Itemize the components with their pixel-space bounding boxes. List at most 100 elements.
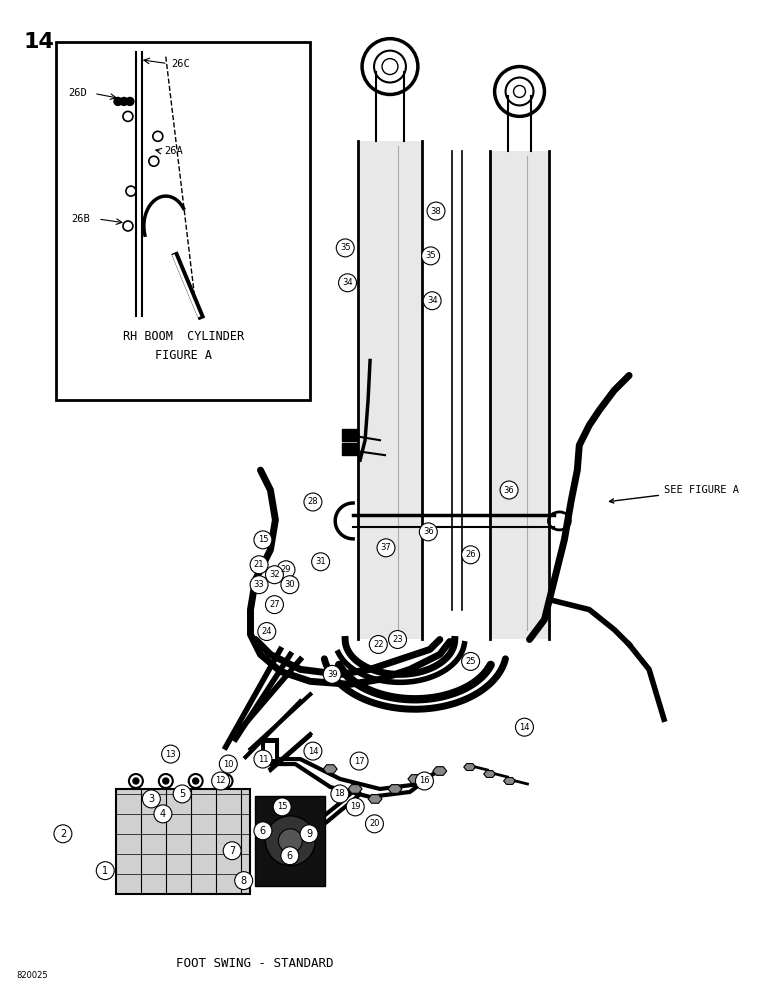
Text: 34: 34 xyxy=(427,296,438,305)
Text: 24: 24 xyxy=(262,627,272,636)
Circle shape xyxy=(163,778,169,784)
Circle shape xyxy=(339,274,357,292)
Text: 26D: 26D xyxy=(68,88,87,98)
Circle shape xyxy=(133,778,139,784)
Text: 6: 6 xyxy=(286,851,293,861)
Circle shape xyxy=(312,553,330,571)
Text: 27: 27 xyxy=(269,600,279,609)
Text: 33: 33 xyxy=(254,580,265,589)
Text: RH BOOM  CYLINDER: RH BOOM CYLINDER xyxy=(123,330,244,343)
Text: 23: 23 xyxy=(392,635,403,644)
Text: 4: 4 xyxy=(160,809,166,819)
Circle shape xyxy=(254,531,272,549)
Circle shape xyxy=(250,576,268,594)
Bar xyxy=(256,796,325,886)
Text: 26C: 26C xyxy=(171,59,190,69)
Circle shape xyxy=(377,539,395,557)
Text: 8: 8 xyxy=(241,876,247,886)
Text: 11: 11 xyxy=(258,755,268,764)
Circle shape xyxy=(126,97,134,105)
Circle shape xyxy=(223,842,241,860)
Circle shape xyxy=(54,825,72,843)
Text: 10: 10 xyxy=(223,760,234,769)
Circle shape xyxy=(419,523,437,541)
Text: 18: 18 xyxy=(334,789,345,798)
Circle shape xyxy=(347,798,364,816)
Circle shape xyxy=(258,623,276,640)
Text: 16: 16 xyxy=(419,776,430,785)
Polygon shape xyxy=(433,767,447,775)
Circle shape xyxy=(300,825,318,843)
Text: 2: 2 xyxy=(59,829,66,839)
Text: 36: 36 xyxy=(503,486,514,495)
Bar xyxy=(262,739,279,763)
Polygon shape xyxy=(503,778,516,784)
Text: 35: 35 xyxy=(425,251,436,260)
Circle shape xyxy=(154,805,172,823)
Circle shape xyxy=(281,847,299,865)
Circle shape xyxy=(331,785,349,803)
Polygon shape xyxy=(408,775,422,783)
Polygon shape xyxy=(388,785,402,793)
Text: 36: 36 xyxy=(423,527,434,536)
Circle shape xyxy=(114,97,122,105)
Circle shape xyxy=(462,546,479,564)
Circle shape xyxy=(96,862,114,880)
Circle shape xyxy=(273,798,291,816)
Circle shape xyxy=(173,785,191,803)
Polygon shape xyxy=(323,765,337,773)
Text: 17: 17 xyxy=(354,757,364,766)
Circle shape xyxy=(120,97,128,105)
Circle shape xyxy=(365,815,384,833)
Text: 26: 26 xyxy=(466,550,476,559)
Text: SEE FIGURE A: SEE FIGURE A xyxy=(610,485,739,503)
Text: 7: 7 xyxy=(229,846,235,856)
Text: 15: 15 xyxy=(277,802,287,811)
Text: 14: 14 xyxy=(308,747,318,756)
Text: 25: 25 xyxy=(466,657,476,666)
Text: 30: 30 xyxy=(285,580,295,589)
Text: 26B: 26B xyxy=(71,214,90,224)
Circle shape xyxy=(266,596,283,614)
Polygon shape xyxy=(464,764,476,770)
Polygon shape xyxy=(491,151,548,639)
Text: 28: 28 xyxy=(307,497,318,506)
Text: 820025: 820025 xyxy=(16,971,48,980)
Polygon shape xyxy=(483,771,496,777)
Circle shape xyxy=(279,829,303,853)
Circle shape xyxy=(266,816,315,866)
Text: 6: 6 xyxy=(260,826,266,836)
Text: 14: 14 xyxy=(23,32,54,52)
Circle shape xyxy=(337,239,354,257)
Bar xyxy=(342,443,358,455)
Text: 5: 5 xyxy=(179,789,185,799)
Circle shape xyxy=(415,772,433,790)
Circle shape xyxy=(281,576,299,594)
Circle shape xyxy=(266,566,283,584)
Text: 9: 9 xyxy=(306,829,312,839)
Text: 21: 21 xyxy=(254,560,264,569)
Text: 22: 22 xyxy=(373,640,384,649)
Text: 20: 20 xyxy=(369,819,380,828)
Bar xyxy=(342,429,358,441)
Circle shape xyxy=(422,247,439,265)
Circle shape xyxy=(212,772,229,790)
Circle shape xyxy=(323,665,341,683)
Circle shape xyxy=(254,750,272,768)
Text: 39: 39 xyxy=(327,670,337,679)
Circle shape xyxy=(161,745,180,763)
Text: 37: 37 xyxy=(381,543,391,552)
Circle shape xyxy=(254,822,272,840)
Text: 29: 29 xyxy=(281,565,291,574)
Circle shape xyxy=(304,493,322,511)
Circle shape xyxy=(222,778,229,784)
Circle shape xyxy=(193,778,198,784)
Circle shape xyxy=(142,790,161,808)
Text: 32: 32 xyxy=(269,570,279,579)
Bar xyxy=(266,743,276,759)
Circle shape xyxy=(219,755,237,773)
Circle shape xyxy=(423,292,441,310)
Text: FOOT SWING - STANDARD: FOOT SWING - STANDARD xyxy=(177,957,334,970)
Text: 3: 3 xyxy=(148,794,154,804)
Text: 35: 35 xyxy=(340,243,350,252)
